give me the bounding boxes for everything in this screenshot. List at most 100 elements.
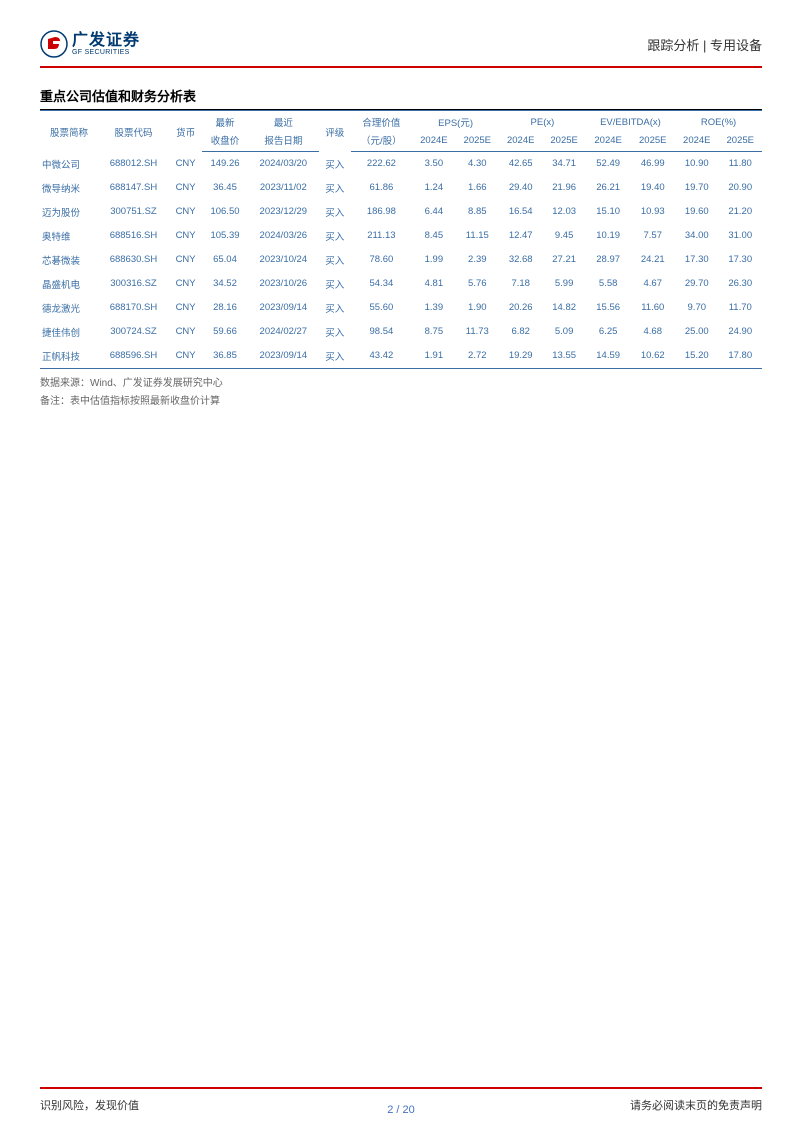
cell-name: 捷佳伟创: [40, 320, 98, 344]
cell-roe24: 15.20: [675, 344, 718, 369]
cell-roe25: 31.00: [718, 224, 762, 248]
cell-eps24: 4.81: [412, 272, 455, 296]
th-fair-top: 合理价值: [351, 111, 413, 132]
cell-ev24: 14.59: [586, 344, 631, 369]
table-row: 芯碁微装688630.SHCNY65.042023/10/24买入78.601.…: [40, 248, 762, 272]
table-row: 德龙激光688170.SHCNY28.162023/09/14买入55.601.…: [40, 296, 762, 320]
page-header: 广发证券 GF SECURITIES 跟踪分析 | 专用设备: [40, 30, 762, 68]
cell-code: 688147.SH: [98, 176, 169, 200]
cell-date: 2023/10/26: [248, 272, 319, 296]
cell-rating: 买入: [319, 296, 351, 320]
th-code: 股票代码: [98, 111, 169, 152]
cell-code: 688012.SH: [98, 152, 169, 176]
cell-ev24: 26.21: [586, 176, 631, 200]
cell-eps24: 6.44: [412, 200, 455, 224]
cell-rating: 买入: [319, 320, 351, 344]
th-ev: EV/EBITDA(x): [586, 111, 675, 132]
th-eps: EPS(元): [412, 111, 499, 132]
note-remark: 备注：表中估值指标按照最新收盘价计算: [40, 393, 762, 411]
cell-eps24: 8.45: [412, 224, 455, 248]
cell-ccy: CNY: [169, 200, 202, 224]
cell-code: 300751.SZ: [98, 200, 169, 224]
cell-pe25: 14.82: [542, 296, 585, 320]
footer-left: 识别风险，发现价值: [40, 1097, 139, 1113]
page-footer: 识别风险，发现价值 请务必阅读末页的免责声明 2 / 20: [40, 1087, 762, 1113]
cell-rating: 买入: [319, 224, 351, 248]
cell-eps24: 1.39: [412, 296, 455, 320]
table-row: 微导纳米688147.SHCNY36.452023/11/02买入61.861.…: [40, 176, 762, 200]
logo: 广发证券 GF SECURITIES: [40, 30, 140, 58]
cell-eps25: 11.15: [456, 224, 499, 248]
th-eps25: 2025E: [456, 131, 499, 152]
cell-ev25: 10.93: [630, 200, 675, 224]
page-sep: /: [393, 1104, 402, 1116]
cell-eps25: 4.30: [456, 152, 499, 176]
cell-ev25: 46.99: [630, 152, 675, 176]
cell-date: 2023/11/02: [248, 176, 319, 200]
cell-fair: 54.34: [351, 272, 413, 296]
cell-ev25: 7.57: [630, 224, 675, 248]
cell-pe25: 21.96: [542, 176, 585, 200]
cell-eps25: 1.66: [456, 176, 499, 200]
cell-fair: 55.60: [351, 296, 413, 320]
th-pe: PE(x): [499, 111, 586, 132]
cell-eps24: 1.99: [412, 248, 455, 272]
cell-pe25: 34.71: [542, 152, 585, 176]
cell-ev24: 6.25: [586, 320, 631, 344]
th-ev24: 2024E: [586, 131, 631, 152]
cell-pe24: 29.40: [499, 176, 542, 200]
cell-eps25: 11.73: [456, 320, 499, 344]
cell-name: 芯碁微装: [40, 248, 98, 272]
cell-rating: 买入: [319, 152, 351, 176]
cell-roe24: 9.70: [675, 296, 718, 320]
cell-pe24: 12.47: [499, 224, 542, 248]
cell-ev24: 15.56: [586, 296, 631, 320]
th-date-bot: 报告日期: [248, 131, 319, 152]
cell-ev25: 19.40: [630, 176, 675, 200]
table-row: 中微公司688012.SHCNY149.262024/03/20买入222.62…: [40, 152, 762, 176]
cell-date: 2024/02/27: [248, 320, 319, 344]
th-roe24: 2024E: [675, 131, 718, 152]
cell-roe25: 17.30: [718, 248, 762, 272]
cell-rating: 买入: [319, 272, 351, 296]
cell-ccy: CNY: [169, 344, 202, 369]
logo-cn: 广发证券: [72, 33, 140, 49]
cell-pe25: 5.99: [542, 272, 585, 296]
cell-date: 2023/09/14: [248, 296, 319, 320]
th-pe25: 2025E: [542, 131, 585, 152]
cell-pe24: 19.29: [499, 344, 542, 369]
cell-fair: 211.13: [351, 224, 413, 248]
th-pe24: 2024E: [499, 131, 542, 152]
cell-eps24: 8.75: [412, 320, 455, 344]
cell-ev25: 10.62: [630, 344, 675, 369]
th-price-bot: 收盘价: [202, 131, 248, 152]
cell-price: 34.52: [202, 272, 248, 296]
cell-price: 105.39: [202, 224, 248, 248]
cell-date: 2024/03/20: [248, 152, 319, 176]
cell-roe25: 26.30: [718, 272, 762, 296]
cell-eps25: 2.39: [456, 248, 499, 272]
cell-roe24: 10.90: [675, 152, 718, 176]
cell-ccy: CNY: [169, 320, 202, 344]
cell-ev25: 4.68: [630, 320, 675, 344]
cell-pe24: 7.18: [499, 272, 542, 296]
cell-fair: 61.86: [351, 176, 413, 200]
cell-eps25: 1.90: [456, 296, 499, 320]
cell-name: 奥特维: [40, 224, 98, 248]
logo-text: 广发证券 GF SECURITIES: [72, 33, 140, 56]
cell-ev24: 10.19: [586, 224, 631, 248]
cell-price: 36.85: [202, 344, 248, 369]
cell-ev25: 4.67: [630, 272, 675, 296]
cell-roe25: 21.20: [718, 200, 762, 224]
cell-rating: 买入: [319, 344, 351, 369]
th-ccy: 货币: [169, 111, 202, 152]
cell-date: 2023/12/29: [248, 200, 319, 224]
cell-eps24: 1.91: [412, 344, 455, 369]
table-row: 正帆科技688596.SHCNY36.852023/09/14买入43.421.…: [40, 344, 762, 369]
cell-ccy: CNY: [169, 272, 202, 296]
cell-pe25: 13.55: [542, 344, 585, 369]
cell-roe24: 17.30: [675, 248, 718, 272]
th-roe: ROE(%): [675, 111, 762, 132]
footer-right: 请务必阅读末页的免责声明: [630, 1097, 762, 1113]
cell-roe24: 19.60: [675, 200, 718, 224]
